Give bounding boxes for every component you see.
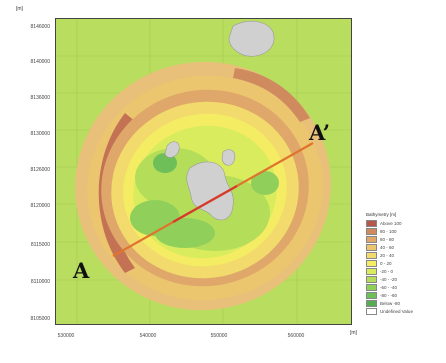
- legend-label: 0 - 20: [380, 260, 392, 266]
- legend-item: 20 - 40: [366, 251, 444, 259]
- legend-swatch: [366, 283, 377, 291]
- legend-label: -40 - -20: [380, 276, 398, 282]
- legend-item: 0 - 20: [366, 259, 444, 267]
- legend-item: 80 - 100: [366, 227, 444, 235]
- profile-line-center: [172, 185, 238, 223]
- legend-label: -20 - 0: [380, 268, 394, 274]
- ring-dark-northeast: [233, 68, 310, 122]
- legend-label: 80 - 100: [380, 228, 397, 234]
- legend-label: Above 100: [380, 220, 402, 226]
- legend-item: 60 - 80: [366, 235, 444, 243]
- x-tick-label: 560000: [287, 333, 305, 339]
- legend-label: 60 - 80: [380, 236, 395, 242]
- x-tick-label: 550000: [210, 333, 228, 339]
- x-unit-label: [m]: [350, 330, 357, 336]
- legend-swatch: [366, 275, 377, 283]
- legend-swatch: [366, 291, 377, 299]
- legend-swatch: [366, 219, 377, 227]
- legend: Bathymetry [m] Above 100 80 - 100 60 - 80 4…: [366, 212, 444, 315]
- legend-swatch: [366, 227, 377, 235]
- profile-end-label: A’: [309, 120, 331, 145]
- legend-label: Below -80: [380, 300, 401, 306]
- profile-start-label: A: [73, 258, 90, 283]
- legend-item: -60 - -40: [366, 283, 444, 291]
- legend-swatch: [366, 251, 377, 259]
- central-island: [186, 161, 234, 221]
- y-tick-label: 8120000: [30, 203, 50, 209]
- y-tick-label: 8146000: [30, 24, 50, 30]
- legend-swatch: [366, 243, 377, 251]
- small-island-west: [164, 141, 180, 158]
- legend-swatch: [366, 267, 377, 275]
- y-tick-label: 8105000: [30, 316, 50, 322]
- legend-item: -20 - 0: [366, 267, 444, 275]
- legend-items: Above 100 80 - 100 60 - 80 40 - 60 20 - 40 0 …: [366, 219, 444, 315]
- north-island: [228, 20, 275, 57]
- y-unit-label: [m]: [16, 6, 23, 12]
- ring-dark-west: [98, 113, 137, 273]
- legend-item: Above 100: [366, 219, 444, 227]
- y-tick-label: 8136000: [30, 95, 50, 101]
- bathymetry-map: [55, 18, 352, 325]
- legend-label: Undefined Value: [380, 308, 413, 314]
- plot-border: [55, 18, 352, 325]
- y-tick-label: 8140000: [30, 59, 50, 65]
- legend-label: -80 - -60: [380, 292, 398, 298]
- legend-title: Bathymetry [m]: [366, 212, 397, 217]
- legend-swatch: [366, 259, 377, 267]
- legend-swatch: [366, 307, 377, 315]
- x-tick-label: 530000: [57, 333, 75, 339]
- x-tick-label: 540000: [139, 333, 157, 339]
- legend-swatch: [366, 235, 377, 243]
- small-island-east: [221, 149, 236, 166]
- y-tick-label: 8130000: [30, 131, 50, 137]
- legend-item: 40 - 60: [366, 243, 444, 251]
- legend-item: -40 - -20: [366, 275, 444, 283]
- legend-swatch: [366, 299, 377, 307]
- y-tick-label: 8115000: [30, 242, 50, 248]
- legend-item: -80 - -60: [366, 291, 444, 299]
- legend-label: 20 - 40: [380, 252, 395, 258]
- legend-label: 40 - 60: [380, 244, 395, 250]
- legend-label: -60 - -40: [380, 284, 398, 290]
- y-tick-label: 8110000: [30, 279, 50, 285]
- legend-item: Below -80: [366, 299, 444, 307]
- legend-item: Undefined Value: [366, 307, 444, 315]
- y-tick-label: 8126000: [30, 167, 50, 173]
